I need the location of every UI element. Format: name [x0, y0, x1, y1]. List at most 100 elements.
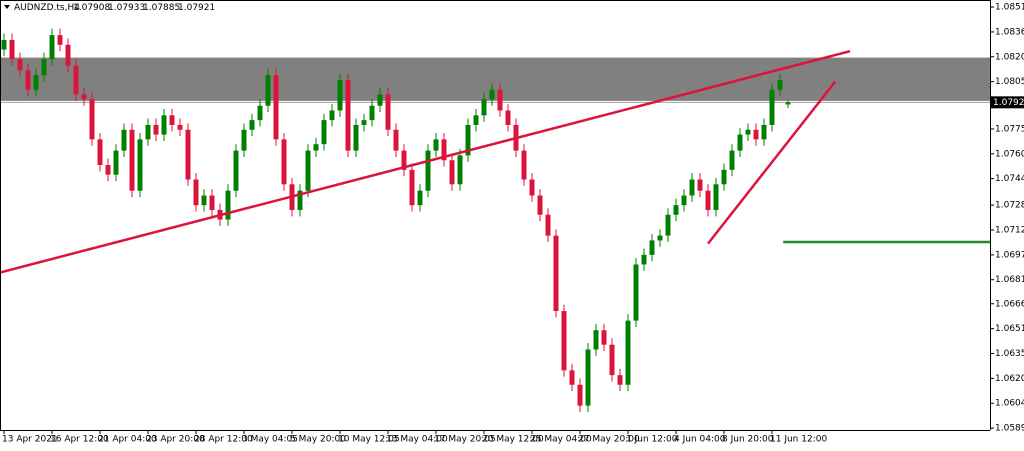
candle-body: [25, 70, 31, 90]
candle-body: [329, 110, 335, 121]
candle-body: [785, 102, 791, 105]
candle-body: [489, 89, 495, 100]
candle-body: [73, 65, 79, 95]
current-price-label: 1.07921: [993, 98, 1024, 108]
y-tick-label: 1.06045: [995, 399, 1024, 409]
candle-body: [417, 190, 423, 206]
candle-body: [225, 190, 231, 220]
candle-body: [273, 75, 279, 140]
candle-body: [17, 59, 23, 71]
candle-body: [425, 150, 431, 191]
candle-body: [465, 124, 471, 156]
x-tick-label: 5 May 20:00: [290, 435, 346, 445]
candle-body: [593, 330, 599, 350]
resistance-zone: [0, 57, 990, 101]
candle-body: [449, 160, 455, 185]
candle-body: [705, 190, 711, 210]
candle-body: [553, 235, 559, 311]
candle-body: [393, 129, 399, 151]
candle-body: [761, 124, 767, 140]
candle-body: [345, 80, 351, 151]
x-tick-label: 8 Jun 20:00: [722, 435, 774, 445]
candle-body: [377, 94, 383, 106]
candle-body: [193, 179, 199, 206]
candle-body: [657, 235, 663, 241]
candle-body: [169, 115, 175, 125]
candle-body: [473, 115, 479, 125]
candle-body: [545, 214, 551, 236]
candle-body: [521, 150, 527, 180]
y-tick-label: 1.06355: [995, 349, 1024, 359]
candle-body: [673, 205, 679, 215]
candle-body: [409, 169, 415, 206]
candle-body: [697, 179, 703, 191]
candle-body: [97, 139, 103, 166]
candle-body: [433, 139, 439, 151]
candle-body: [185, 129, 191, 180]
candle-body: [737, 134, 743, 151]
x-tick-label: 23 Apr 20:00: [146, 435, 205, 445]
y-tick-label: 1.05890: [995, 424, 1024, 434]
x-tick-label: 20 May 12:00: [482, 435, 544, 445]
x-tick-label: 1 Jun 12:00: [626, 435, 678, 445]
candle-body: [665, 214, 671, 236]
header-low: 1.07885: [143, 3, 180, 13]
candle-body: [41, 59, 47, 76]
candle-body: [561, 310, 567, 371]
candle-body: [585, 349, 591, 406]
candle-body: [265, 75, 271, 106]
candle-body: [577, 384, 583, 406]
zone-layer: [0, 57, 990, 103]
candle-body: [337, 80, 343, 111]
y-tick-label: 1.08205: [995, 52, 1024, 62]
candle-body: [305, 150, 311, 191]
trend-line: [0, 49, 851, 274]
y-tick-label: 1.08360: [995, 27, 1024, 37]
candle-body: [353, 124, 359, 151]
candle-body: [601, 330, 607, 345]
y-tick-label: 1.07755: [995, 124, 1024, 134]
trend-line: [707, 80, 837, 245]
header-high: 1.07933: [108, 3, 145, 13]
candle-body: [681, 195, 687, 206]
candle-body: [497, 89, 503, 111]
menu-arrow[interactable]: [4, 5, 10, 9]
candle-body: [385, 94, 391, 130]
header-close: 1.07921: [178, 3, 215, 13]
candle-body: [689, 179, 695, 196]
candle-body: [625, 320, 631, 385]
candle-body: [241, 129, 247, 151]
label-layer: 1.08515 1.08360 1.08205 1.08050 1.07755 1.076…: [2, 3, 1024, 445]
x-tick-label: 3 May 04:05: [242, 435, 298, 445]
candle-body: [457, 155, 463, 185]
candle-body: [361, 120, 367, 125]
candle-body: [441, 139, 447, 161]
candle-body: [529, 179, 535, 196]
x-tick-label: 4 Jun 04:00: [674, 435, 726, 445]
x-tick-label: 25 May 04:00: [530, 435, 592, 445]
candle-body: [121, 129, 127, 151]
candle-body: [1, 39, 7, 50]
candle-body: [33, 75, 39, 90]
candle-body: [505, 110, 511, 125]
y-tick-label: 1.08515: [995, 3, 1024, 13]
candle-body: [481, 99, 487, 116]
candle-body: [81, 94, 87, 100]
y-tick-label: 1.06815: [995, 275, 1024, 285]
candle-body: [753, 129, 759, 140]
x-tick-label: 28 Apr 12:00: [194, 435, 253, 445]
candle-body: [201, 195, 207, 206]
candle-body: [321, 120, 327, 145]
candle-body: [249, 120, 255, 130]
y-tick-label: 1.07125: [995, 225, 1024, 235]
y-tick-label: 1.06665: [995, 299, 1024, 309]
x-tick-label: 21 Apr 04:00: [98, 435, 157, 445]
candle-body: [721, 169, 727, 185]
candle-body: [153, 124, 159, 135]
y-tick-label: 1.06970: [995, 250, 1024, 260]
y-tick-label: 1.07445: [995, 174, 1024, 184]
candle-body: [609, 344, 615, 376]
candle-body: [281, 139, 287, 185]
y-tick-label: 1.06510: [995, 324, 1024, 334]
